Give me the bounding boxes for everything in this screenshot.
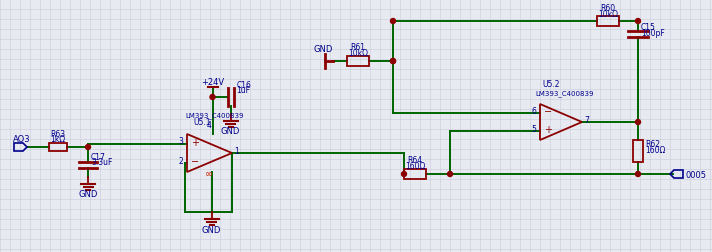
Circle shape bbox=[448, 172, 453, 177]
Text: R62: R62 bbox=[645, 139, 660, 148]
Text: +24V: +24V bbox=[201, 78, 224, 87]
Text: GND: GND bbox=[221, 127, 240, 136]
Text: +: + bbox=[191, 137, 199, 147]
Text: 3: 3 bbox=[178, 137, 183, 146]
Text: ∞: ∞ bbox=[206, 168, 214, 178]
Text: GND: GND bbox=[313, 45, 333, 54]
Circle shape bbox=[85, 145, 90, 150]
Text: 5: 5 bbox=[531, 124, 536, 134]
Text: +: + bbox=[544, 124, 552, 135]
Bar bbox=[49, 143, 67, 151]
Text: U5.2: U5.2 bbox=[542, 80, 560, 89]
Circle shape bbox=[390, 59, 395, 64]
Bar bbox=[347, 57, 369, 67]
Text: −: − bbox=[191, 156, 199, 166]
Text: R60: R60 bbox=[600, 4, 616, 13]
Text: LM393_C400839: LM393_C400839 bbox=[185, 112, 244, 118]
Circle shape bbox=[402, 172, 407, 177]
Circle shape bbox=[390, 19, 395, 24]
Text: 1kΩ: 1kΩ bbox=[51, 135, 66, 143]
Text: GND: GND bbox=[78, 189, 98, 198]
Text: C17: C17 bbox=[91, 152, 106, 161]
Text: R64: R64 bbox=[407, 155, 422, 164]
Text: GND: GND bbox=[201, 225, 221, 234]
Text: R61: R61 bbox=[350, 43, 365, 52]
Text: 1uF: 1uF bbox=[236, 86, 251, 94]
Text: 7: 7 bbox=[584, 115, 589, 124]
Text: C16: C16 bbox=[236, 81, 251, 90]
Text: 10kΩ: 10kΩ bbox=[348, 49, 368, 58]
Circle shape bbox=[636, 19, 641, 24]
Bar bbox=[404, 169, 426, 179]
Text: 10kΩ: 10kΩ bbox=[598, 10, 618, 19]
Text: R63: R63 bbox=[51, 130, 66, 138]
Text: AO3: AO3 bbox=[13, 135, 31, 143]
Circle shape bbox=[210, 95, 215, 100]
Text: U5.1: U5.1 bbox=[193, 117, 211, 127]
Text: 3.3uF: 3.3uF bbox=[91, 158, 112, 166]
Text: −: − bbox=[544, 107, 552, 116]
Text: 2: 2 bbox=[178, 156, 183, 165]
Circle shape bbox=[636, 172, 641, 177]
Text: 6: 6 bbox=[531, 107, 536, 115]
Text: 100pF: 100pF bbox=[641, 29, 665, 38]
Text: 160Ω: 160Ω bbox=[645, 145, 666, 154]
Text: 160Ω: 160Ω bbox=[405, 161, 425, 170]
Circle shape bbox=[390, 59, 395, 64]
Text: 4: 4 bbox=[207, 120, 212, 130]
Text: 0005: 0005 bbox=[685, 170, 706, 179]
Circle shape bbox=[636, 120, 641, 125]
Text: LM393_C400839: LM393_C400839 bbox=[535, 90, 594, 96]
Bar bbox=[597, 17, 619, 27]
Bar bbox=[633, 140, 643, 162]
Text: 1: 1 bbox=[234, 146, 239, 155]
Text: C15: C15 bbox=[641, 23, 656, 32]
